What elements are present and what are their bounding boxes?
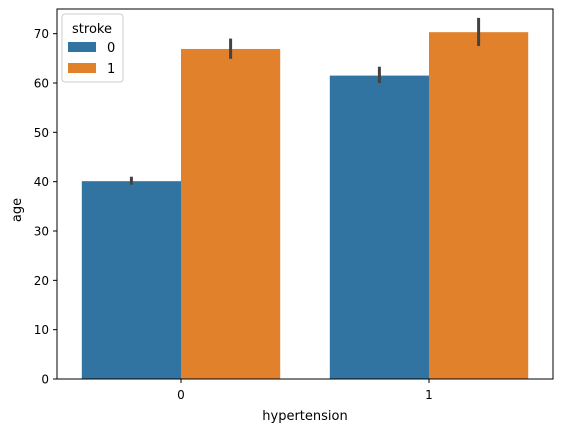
y-axis-label: age (10, 198, 25, 222)
y-tick-label: 70 (34, 27, 49, 41)
y-tick-label: 20 (34, 274, 49, 288)
x-tick-label: 1 (425, 388, 433, 402)
plot-frame (56, 8, 554, 380)
y-tick-label: 0 (41, 373, 49, 387)
errorbars-layer (129, 17, 481, 185)
y-tick-label: 60 (34, 77, 49, 91)
axes-layer (56, 8, 554, 380)
x-axis-label: hypertension (262, 409, 347, 424)
x-tick-label: 0 (177, 388, 185, 402)
legend-swatch-stroke-0 (68, 42, 96, 52)
bars-layer (81, 32, 529, 380)
legend: stroke 0 1 (61, 13, 124, 83)
y-tick-label: 30 (34, 225, 49, 239)
bar-hypertension-1-stroke-1 (429, 32, 529, 379)
bar-hypertension-1-stroke-0 (329, 75, 429, 379)
y-tick-label: 40 (34, 175, 49, 189)
legend-swatch-stroke-1 (68, 63, 96, 73)
bar-hypertension-0-stroke-0 (81, 181, 181, 379)
bar-hypertension-0-stroke-1 (181, 48, 281, 380)
legend-label-stroke-1: 1 (107, 62, 115, 77)
y-tick-label: 10 (34, 323, 49, 337)
y-tick-label: 50 (34, 126, 49, 140)
legend-label-stroke-0: 0 (107, 41, 115, 56)
legend-title: stroke (72, 22, 112, 37)
